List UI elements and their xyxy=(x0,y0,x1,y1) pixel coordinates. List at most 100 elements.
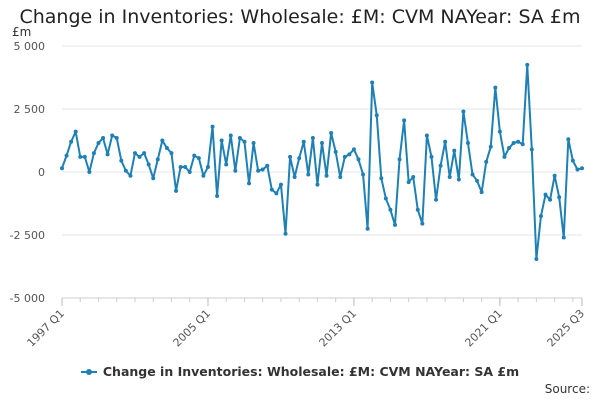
data-point xyxy=(493,85,498,90)
data-point xyxy=(101,135,106,140)
data-point xyxy=(160,138,165,143)
data-point xyxy=(552,173,557,178)
data-point xyxy=(242,139,247,144)
data-point xyxy=(575,167,580,172)
data-point xyxy=(192,153,197,158)
data-point xyxy=(411,175,416,180)
legend-swatch-icon xyxy=(80,366,97,378)
x-tick-label: 2013 Q1 xyxy=(317,307,360,350)
data-point xyxy=(91,151,96,156)
data-point xyxy=(561,235,566,240)
data-point xyxy=(288,154,293,159)
data-point xyxy=(247,181,252,186)
data-point xyxy=(379,176,384,181)
data-point xyxy=(137,154,142,159)
data-point xyxy=(484,159,489,164)
data-point xyxy=(237,135,242,140)
data-point xyxy=(452,148,457,153)
data-point xyxy=(347,152,352,157)
data-point xyxy=(470,172,475,177)
data-point xyxy=(69,139,74,144)
data-point xyxy=(169,151,174,156)
data-point xyxy=(338,175,343,180)
data-point xyxy=(465,141,470,146)
data-point xyxy=(497,129,502,134)
data-point xyxy=(301,139,306,144)
data-point xyxy=(516,139,521,144)
legend[interactable]: Change in Inventories: Wholesale: £M: CV… xyxy=(0,364,600,379)
data-point xyxy=(123,168,128,173)
data-point xyxy=(274,191,279,196)
data-point xyxy=(183,164,188,169)
source-label: Source: xyxy=(544,382,590,396)
data-point xyxy=(415,207,420,212)
data-point xyxy=(570,158,575,163)
data-point xyxy=(205,164,210,169)
data-point xyxy=(151,176,156,181)
data-point xyxy=(251,141,256,146)
data-point xyxy=(196,156,201,161)
data-point xyxy=(164,146,169,151)
data-point xyxy=(447,175,452,180)
data-point xyxy=(228,133,233,138)
grid-lines xyxy=(62,45,582,299)
x-tick-label: 2021 Q1 xyxy=(462,307,505,350)
data-point xyxy=(320,141,324,146)
data-point xyxy=(324,173,329,178)
data-point xyxy=(174,188,179,193)
data-point xyxy=(178,164,183,169)
data-point xyxy=(82,154,87,159)
data-point xyxy=(406,180,411,185)
data-point xyxy=(429,154,434,159)
data-point xyxy=(520,142,525,147)
data-point xyxy=(356,157,361,162)
data-point xyxy=(420,221,425,226)
data-point xyxy=(443,139,448,144)
data-point xyxy=(475,178,480,183)
legend-label: Change in Inventories: Wholesale: £M: CV… xyxy=(102,364,520,379)
data-point xyxy=(132,151,137,156)
data-point xyxy=(388,207,393,212)
data-point xyxy=(260,167,265,172)
data-point xyxy=(566,137,571,142)
data-point xyxy=(438,163,443,168)
data-point xyxy=(580,166,584,171)
data-point xyxy=(110,133,115,138)
data-point xyxy=(142,151,147,156)
x-tick-label: 2025 Q3 xyxy=(545,307,588,350)
data-point xyxy=(543,192,548,197)
data-point xyxy=(219,138,224,143)
data-point xyxy=(315,182,320,187)
data-point xyxy=(548,197,553,202)
data-point xyxy=(60,166,64,171)
data-point xyxy=(265,163,270,168)
data-point xyxy=(370,80,375,85)
data-point xyxy=(534,256,539,261)
data-point xyxy=(434,197,439,202)
data-point xyxy=(351,147,356,152)
data-point xyxy=(292,175,297,180)
y-tick-label: 2 500 xyxy=(14,103,46,116)
data-point xyxy=(557,195,562,200)
data-point xyxy=(233,168,238,173)
data-point xyxy=(310,135,315,140)
data-point xyxy=(333,149,338,154)
data-point xyxy=(342,154,347,159)
data-point xyxy=(283,231,288,236)
data-point xyxy=(402,118,407,123)
data-point xyxy=(224,162,229,167)
data-point xyxy=(461,109,466,114)
data-point xyxy=(479,190,484,195)
data-point xyxy=(155,157,160,162)
data-series xyxy=(60,62,584,261)
data-point xyxy=(365,226,370,231)
data-point xyxy=(374,113,379,118)
x-tick-labels: 1997 Q1 2005 Q1 2013 Q1 2021 Q1 2025 Q3 xyxy=(25,307,588,350)
data-point xyxy=(525,62,530,67)
y-tick-label: 5 000 xyxy=(14,40,46,53)
axes xyxy=(61,297,583,306)
data-point xyxy=(114,135,119,140)
data-point xyxy=(361,172,366,177)
